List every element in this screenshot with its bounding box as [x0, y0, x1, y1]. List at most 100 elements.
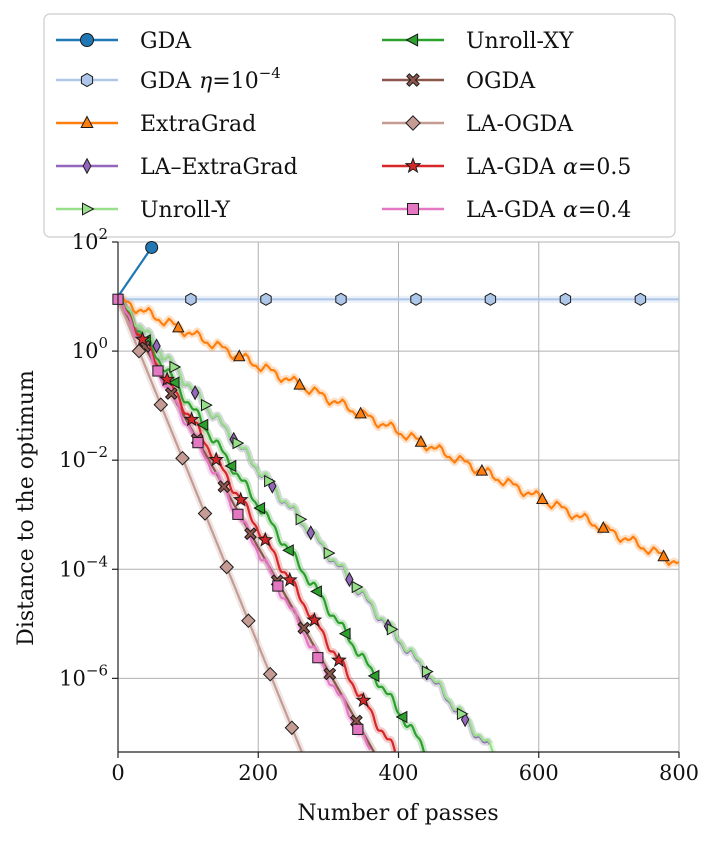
line-unroll_y: [118, 296, 494, 752]
marker-unroll_y-3: [264, 474, 276, 488]
x-tick-label-3: 600: [519, 761, 559, 785]
marker-unroll_xy-4: [253, 501, 266, 515]
grid: [117, 241, 680, 752]
marker-la_gda_04-5: [312, 652, 324, 664]
legend-label-ogda: OGDA: [466, 69, 536, 94]
marker-la_extragrad-8: [460, 711, 470, 728]
marker-la_extragrad-1: [190, 385, 200, 401]
y-tick-label-3: 10−4: [59, 552, 108, 581]
marker-extragrad-3: [354, 406, 367, 419]
x-tick-label-0: 0: [111, 761, 124, 785]
line-la_gda_04: [118, 297, 372, 751]
y-tick-label-0: 102: [72, 225, 108, 254]
marker-la_ogda-7: [284, 720, 300, 736]
marker-la_gda_05-2: [183, 411, 200, 427]
axes: 0 200 400 600 800 102 100 10−2 10−4 10−6: [59, 225, 699, 785]
marker-la_gda_05-5: [257, 531, 274, 547]
line-gda: [118, 246, 153, 298]
marker-ogda-3: [217, 480, 231, 494]
legend-label-unroll_xy: Unroll-XY: [466, 29, 574, 54]
marker-unroll_xy-9: [395, 710, 408, 724]
marker-la_ogda-5: [241, 613, 256, 629]
legend-label-extragrad: ExtraGrad: [140, 112, 256, 137]
marker-unroll_xy-5: [282, 544, 294, 557]
marker-la_gda_05-7: [306, 611, 323, 627]
marker-unroll_y-4: [295, 513, 308, 526]
marker-la_gda_04-1: [152, 365, 164, 377]
marker-la_gda_04-2: [192, 437, 204, 449]
marker-gda_eta-0: [185, 292, 197, 306]
marker-unroll_xy-6: [310, 585, 322, 598]
marker-la_ogda-4: [219, 559, 235, 575]
marker-extragrad-0: [172, 320, 185, 333]
legend-marker-la_ogda: [405, 115, 421, 131]
marker-la_gda_05-8: [330, 651, 347, 668]
legend-label-unroll_y: Unroll-Y: [140, 198, 231, 223]
marker-extragrad-7: [597, 521, 610, 533]
marker-extragrad-6: [536, 492, 549, 504]
legend-marker-la_gda_04: [406, 202, 420, 216]
marker-unroll_xy-3: [224, 459, 237, 473]
marker-la_ogda-6: [262, 666, 278, 682]
marker-la_ogda-2: [175, 450, 190, 466]
marker-gda_eta-5: [559, 292, 572, 306]
legend-label-gda: GDA: [140, 29, 192, 54]
x-tick-label-1: 200: [238, 761, 278, 785]
marker-extragrad-4: [414, 435, 428, 447]
legend-marker-la_gda_05: [404, 157, 422, 174]
marker-gda-0: [145, 240, 159, 254]
marker-gda_eta-6: [634, 292, 647, 306]
y-tick-label-1: 100: [72, 334, 108, 363]
legend-label-la_gda_05: LA-GDA α=0.5: [466, 155, 631, 180]
marker-la_gda_04-6: [352, 723, 364, 735]
marker-extragrad-8: [657, 549, 670, 562]
marker-la_extragrad-0: [152, 338, 161, 354]
legend-marker-unroll_xy: [405, 33, 419, 47]
x-axis-title: Number of passes: [297, 801, 498, 826]
legend-label-la_extragrad: LA–ExtraGrad: [140, 155, 298, 180]
marker-unroll_y-8: [421, 665, 434, 678]
marker-gda_eta-4: [484, 292, 497, 306]
marker-unroll_y-6: [351, 580, 364, 594]
marker-unroll_y-2: [232, 436, 245, 450]
legend-frame: [43, 13, 676, 238]
marker-unroll_y-5: [323, 546, 336, 560]
legend-marker-la_extragrad: [82, 157, 92, 175]
marker-la_gda_05-9: [355, 692, 372, 708]
marker-ogda-4: [244, 527, 257, 541]
marker-extragrad-5: [475, 463, 489, 476]
x-tick-label-4: 800: [659, 761, 699, 785]
series-markers: [112, 240, 670, 736]
marker-la_ogda-0: [131, 343, 147, 359]
marker-la_gda_04-3: [232, 508, 244, 520]
marker-la_gda_05-1: [159, 371, 175, 387]
legend-marker-ogda: [406, 73, 420, 87]
marker-extragrad-2: [293, 377, 306, 390]
y-tick-label-2: 10−2: [59, 443, 108, 472]
marker-unroll_y-1: [201, 398, 213, 412]
marker-unroll_y-0: [169, 360, 182, 374]
marker-ogda-1: [164, 387, 178, 400]
marker-unroll_xy-8: [367, 669, 380, 683]
marker-la_gda_05-4: [232, 491, 249, 507]
legend-marker-unroll_y: [82, 202, 95, 216]
marker-gda_eta-1: [260, 292, 272, 306]
marker-la_ogda-1: [153, 397, 169, 413]
legend-marker-gda_eta: [80, 72, 94, 88]
marker-extragrad-1: [233, 349, 246, 362]
marker-la_extragrad-4: [306, 525, 315, 541]
marker-la_gda_05-3: [208, 451, 225, 467]
legend-marker-gda: [80, 33, 94, 47]
y-tick-label-4: 10−6: [59, 661, 108, 690]
marker-unroll_xy-7: [338, 627, 351, 640]
marker-la_gda_05-6: [281, 571, 298, 587]
marker-la_gda_04-4: [272, 580, 284, 592]
legend-label-gda_eta: GDA η=10−4: [140, 64, 281, 94]
marker-la_ogda-3: [197, 506, 213, 521]
marker-gda_eta-3: [410, 292, 422, 306]
marker-gda_eta-2: [335, 292, 347, 306]
marker-unroll_y-7: [386, 623, 399, 636]
marker-la_extragrad-5: [345, 571, 354, 588]
marker-unroll_y-9: [456, 707, 469, 721]
